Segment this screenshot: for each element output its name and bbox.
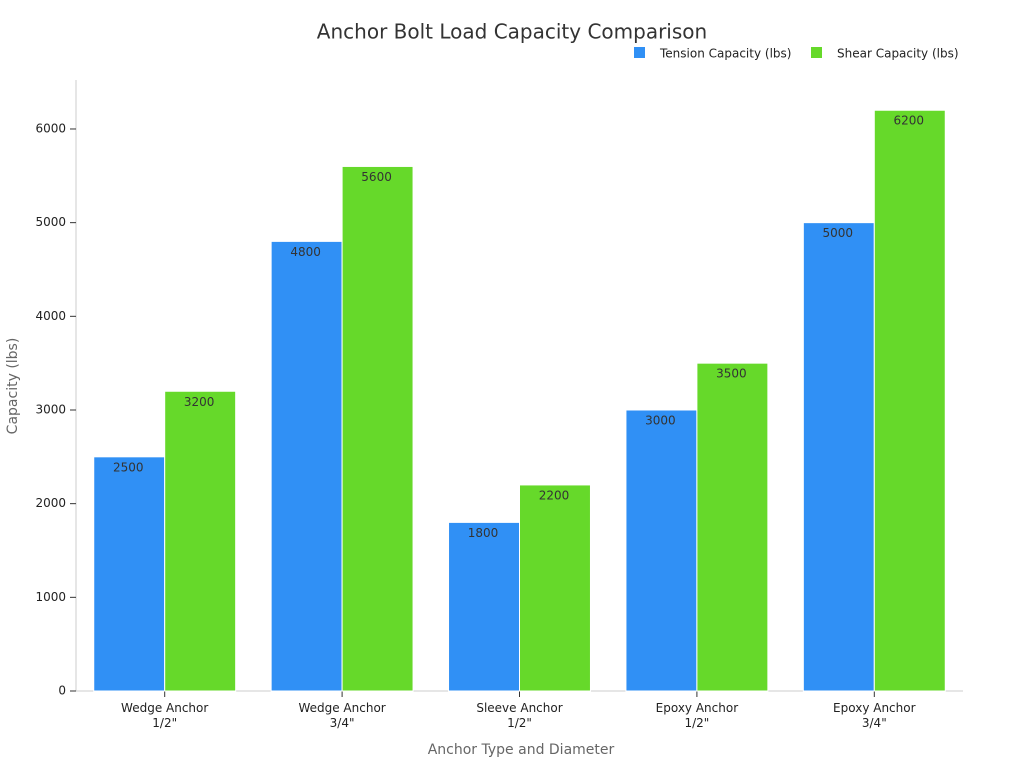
y-tick-label: 5000 [35,215,66,229]
x-axis-title: Anchor Type and Diameter [428,742,615,758]
bar [448,521,521,692]
value-label: 5000 [823,226,854,240]
value-label: 3000 [645,413,676,427]
bar [93,456,166,692]
bar [270,240,343,692]
y-tick-label: 0 [58,684,66,698]
bar [341,165,414,692]
y-tick-label: 6000 [35,121,66,135]
bar [802,222,875,692]
value-label: 2200 [539,488,570,502]
chart-title: Anchor Bolt Load Capacity Comparison [317,20,707,44]
value-label: 4800 [290,245,321,259]
bar [696,362,769,692]
y-tick-label: 1000 [35,590,66,604]
bar [625,409,698,692]
x-tick-label: Sleeve Anchor 1/2" [476,701,562,730]
legend-label: Tension Capacity (lbs) [659,47,791,61]
y-tick-label: 2000 [35,496,66,510]
y-tick-label: 4000 [35,309,66,323]
bar [519,484,591,692]
y-tick-label: 3000 [35,402,66,416]
x-tick-label: Epoxy Anchor 1/2" [656,701,739,730]
value-label: 6200 [894,114,925,128]
bar [873,109,946,692]
legend: Tension Capacity (lbs) Shear Capacity (lb… [634,47,959,61]
x-tick-label: Wedge Anchor 1/2" [121,701,208,730]
value-label: 3200 [184,395,215,409]
x-tick-label: Epoxy Anchor 3/4" [833,701,916,730]
value-label: 1800 [468,526,499,540]
legend-swatch [811,47,822,58]
x-tick-label: Wedge Anchor 3/4" [298,701,385,730]
legend-label: Shear Capacity (lbs) [837,47,959,61]
legend-swatch [634,47,645,58]
value-label: 5600 [361,170,392,184]
value-label: 2500 [113,460,144,474]
value-label: 3500 [716,367,747,381]
bar [164,390,237,692]
y-axis-title: Capacity (lbs) [5,338,21,435]
